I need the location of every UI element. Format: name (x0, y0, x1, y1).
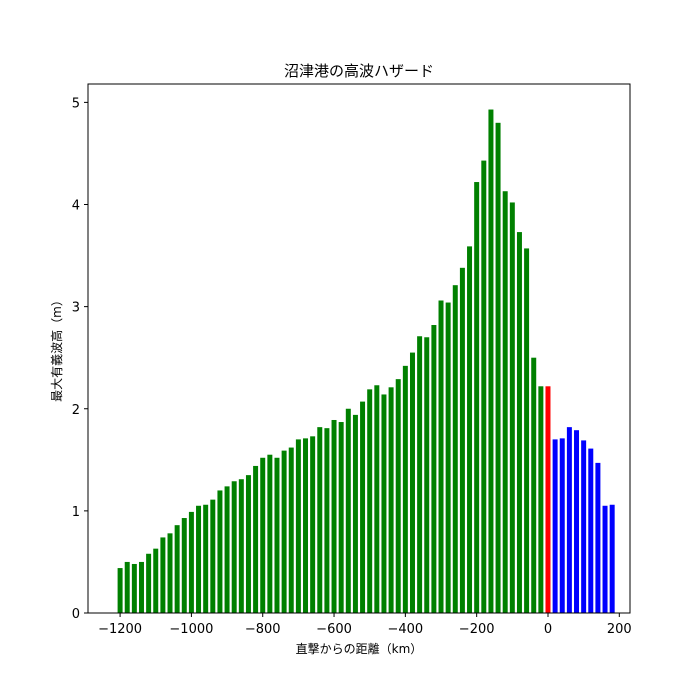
bar-after (602, 505, 608, 613)
bar-before (531, 357, 537, 613)
bar-before (174, 525, 180, 613)
bar-after (574, 430, 580, 613)
bar-before (281, 450, 287, 613)
bar-before (467, 246, 473, 613)
bar-before (181, 518, 187, 613)
x-tick-label: 200 (607, 622, 632, 637)
bar-before (217, 490, 223, 613)
bar-after (559, 438, 565, 613)
y-tick-label: 3 (72, 301, 80, 316)
bar-before (417, 336, 423, 613)
bar-before (117, 568, 123, 613)
bar-before (516, 232, 522, 613)
x-tick-label: −200 (459, 622, 495, 637)
bar-before (138, 561, 144, 613)
bar-before (317, 427, 323, 613)
bar-after (552, 439, 558, 613)
bar-before (509, 202, 515, 613)
bar-before (188, 511, 194, 613)
x-tick-label: 0 (544, 622, 552, 637)
bar-before (160, 537, 166, 613)
bar-before (481, 160, 487, 613)
bar-landfall (545, 386, 551, 613)
x-axis-ticks: −1200 −1000 −800 −600 −400 −200 0 200 (98, 613, 632, 637)
y-axis-label: 最大有義波高（m） (49, 294, 64, 402)
bar-before (424, 337, 430, 613)
y-tick-label: 0 (72, 607, 80, 622)
x-axis-label: 直撃からの距離（km） (296, 641, 423, 656)
bar-before (374, 385, 380, 613)
bar-before (131, 563, 137, 613)
bar-after (595, 462, 601, 613)
bar-before (295, 439, 301, 613)
bar-before (459, 267, 465, 613)
bar-before (524, 248, 530, 614)
x-tick-label: −1200 (98, 622, 142, 637)
bar-before (409, 352, 415, 613)
bar-after (566, 427, 572, 613)
bar-before (360, 401, 366, 613)
bar-before (124, 561, 130, 613)
bar-before (153, 548, 159, 613)
bar-before (324, 428, 330, 613)
bar-before (303, 438, 309, 613)
bar-before (196, 505, 202, 613)
bar-before (452, 285, 458, 613)
y-tick-label: 2 (72, 403, 80, 418)
bar-before (245, 475, 251, 613)
chart-title: 沼津港の高波ハザード (284, 62, 434, 80)
bars-group (117, 109, 615, 614)
x-tick-label: −1000 (169, 622, 213, 637)
bar-before (445, 302, 451, 613)
bar-before (345, 408, 351, 613)
bar-before (474, 182, 480, 614)
plot-frame (87, 83, 631, 614)
y-axis-ticks: 0 1 2 3 4 5 (72, 96, 88, 622)
bar-before (210, 499, 216, 613)
bar-before (310, 436, 316, 613)
bar-before (538, 386, 544, 613)
bar-before (274, 457, 280, 613)
bar-before (146, 553, 152, 613)
y-tick-label: 4 (72, 199, 80, 214)
bar-before (367, 389, 373, 613)
bar-before (238, 479, 244, 613)
y-tick-label: 5 (72, 96, 80, 111)
bar-before (495, 122, 501, 613)
bar-before (267, 454, 273, 613)
bar-after (581, 440, 587, 613)
bar-after (609, 504, 615, 613)
bar-before (224, 486, 230, 613)
bar-before (352, 414, 358, 613)
bar-before (388, 387, 394, 613)
bar-before (260, 457, 266, 613)
bar-before (338, 422, 344, 613)
bar-before (502, 191, 508, 614)
bar-after (588, 448, 594, 613)
bar-before (488, 109, 494, 613)
y-tick-label: 1 (72, 505, 80, 520)
bar-before (381, 394, 387, 613)
bar-before (402, 365, 408, 613)
bar-before (438, 300, 444, 613)
bar-before (331, 419, 337, 613)
bar-before (167, 533, 173, 613)
bar-before (288, 447, 294, 613)
x-tick-label: −800 (245, 622, 281, 637)
bar-before (231, 481, 237, 613)
bar-before (431, 325, 437, 613)
bar-before (253, 465, 259, 613)
bar-before (203, 504, 209, 613)
x-tick-label: −400 (387, 622, 423, 637)
x-tick-label: −600 (316, 622, 352, 637)
bar-before (395, 379, 401, 613)
